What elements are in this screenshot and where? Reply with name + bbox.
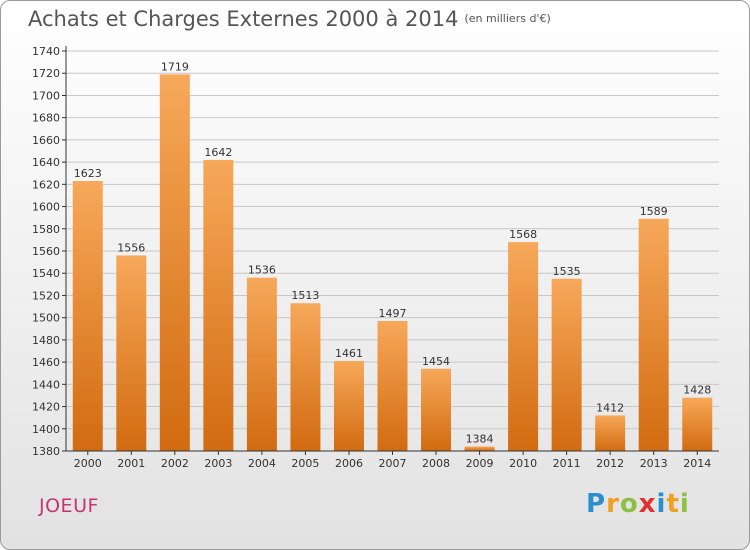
bar [682,397,713,451]
bar-value-label: 1719 [161,60,189,73]
bar [551,278,582,451]
x-tick-label: 2009 [466,457,494,470]
logo-letter: i [656,489,667,519]
bar [421,368,452,451]
bar [159,74,190,451]
y-tick-label: 1500 [32,312,60,325]
bar [333,361,364,451]
x-tick-label: 2002 [161,457,189,470]
y-tick-label: 1520 [32,289,60,302]
y-tick-label: 1480 [32,334,60,347]
bar [595,415,626,451]
x-tick-label: 2013 [640,457,668,470]
bar [508,242,539,451]
x-tick-label: 2006 [335,457,363,470]
bar-value-label: 1428 [683,384,711,397]
y-tick-label: 1680 [32,112,60,125]
logo-letter: P [586,489,607,519]
logo-letter: i [679,489,690,519]
y-tick-label: 1660 [32,134,60,147]
bar-value-label: 1412 [596,401,624,414]
bar [72,181,103,451]
logo-letter: t [666,489,680,519]
bar-value-label: 1461 [335,347,363,360]
y-tick-label: 1440 [32,378,60,391]
bar-value-label: 1497 [379,307,407,320]
bar [203,159,234,451]
x-tick-label: 2011 [553,457,581,470]
x-tick-label: 2014 [683,457,711,470]
chart-title-text: Achats et Charges Externes 2000 à 2014 [28,7,459,31]
y-tick-label: 1740 [32,45,60,58]
y-tick-label: 1700 [32,89,60,102]
bar-value-label: 1384 [466,433,494,446]
logo-letter: r [606,489,620,519]
bar [377,321,408,451]
x-tick-label: 2000 [74,457,102,470]
y-tick-label: 1420 [32,401,60,414]
y-tick-label: 1720 [32,67,60,80]
y-tick-label: 1380 [32,445,60,458]
y-tick-label: 1620 [32,178,60,191]
bar-value-label: 1589 [640,205,668,218]
y-tick-label: 1600 [32,201,60,214]
x-tick-label: 2007 [379,457,407,470]
x-tick-label: 2008 [422,457,450,470]
proxiti-logo: Proxiti [586,489,690,519]
y-tick-label: 1560 [32,245,60,258]
bar-value-label: 1513 [291,289,319,302]
bar-value-label: 1454 [422,355,450,368]
y-tick-label: 1540 [32,267,60,280]
bar-value-label: 1623 [74,167,102,180]
y-tick-label: 1580 [32,223,60,236]
bar [638,218,669,451]
y-tick-label: 1460 [32,356,60,369]
x-tick-label: 2001 [117,457,145,470]
bar-value-label: 1535 [553,265,581,278]
bar [464,446,495,451]
city-name: JOEUF [39,495,99,517]
bar-value-label: 1642 [204,146,232,159]
chart-title: Achats et Charges Externes 2000 à 2014 (e… [28,7,551,31]
bar [290,303,321,451]
x-tick-label: 2012 [596,457,624,470]
bar-value-label: 1556 [117,241,145,254]
bar-value-label: 1568 [509,228,537,241]
x-tick-label: 2003 [204,457,232,470]
x-tick-label: 2004 [248,457,276,470]
logo-letter: x [638,489,657,519]
chart-unit: (en milliers d'€) [464,12,551,25]
bar [246,277,277,451]
y-tick-label: 1400 [32,423,60,436]
bar-value-label: 1536 [248,264,276,277]
logo-letter: o [619,489,639,519]
bar [116,255,147,451]
y-tick-label: 1640 [32,156,60,169]
x-tick-label: 2010 [509,457,537,470]
x-tick-label: 2005 [291,457,319,470]
